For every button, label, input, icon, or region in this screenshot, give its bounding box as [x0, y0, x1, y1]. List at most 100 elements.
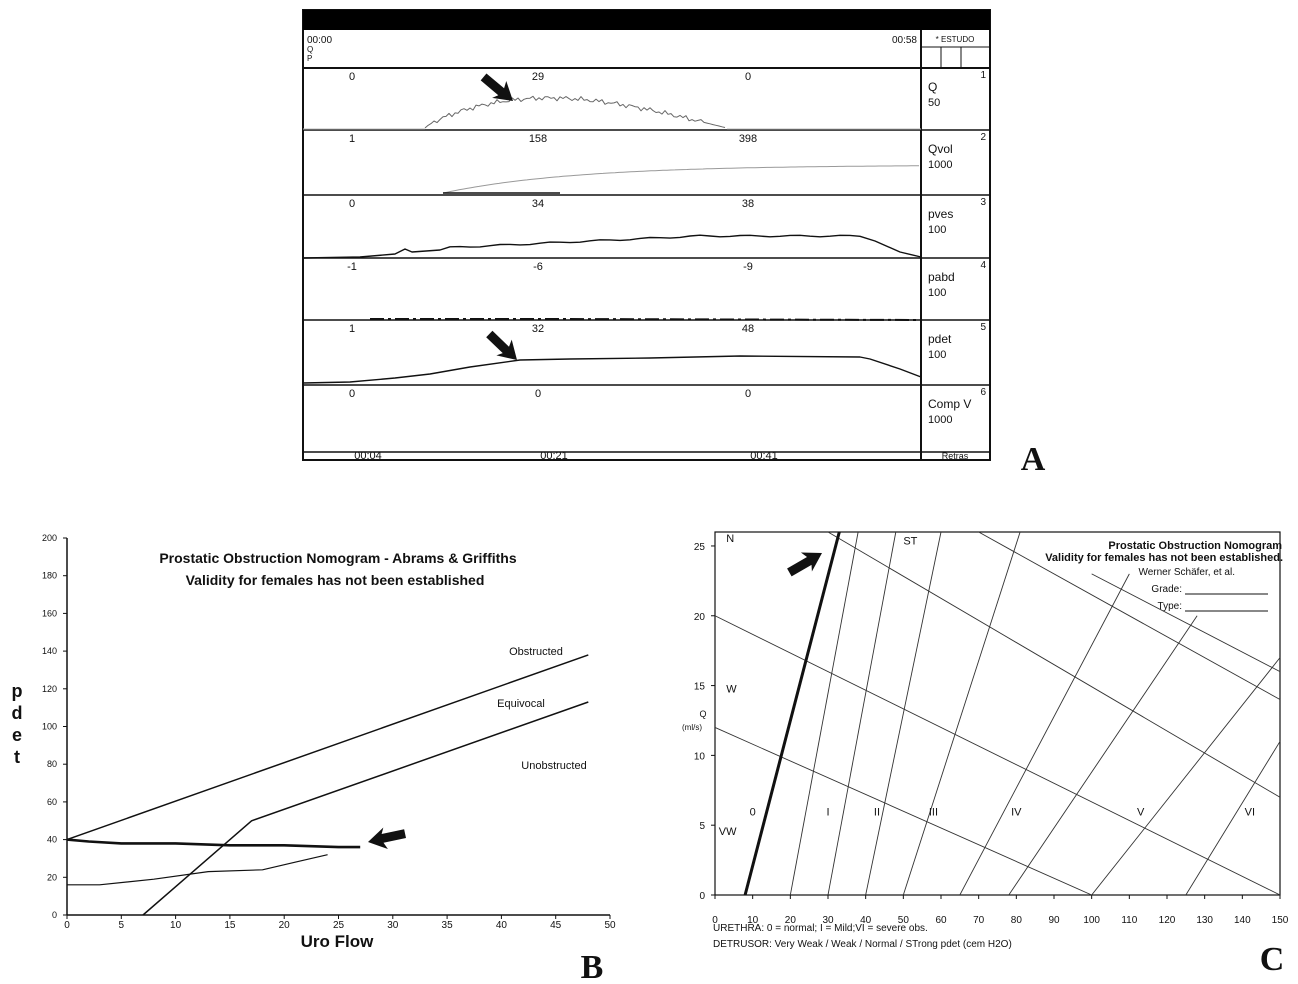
time-label-1: 00:21: [540, 450, 568, 462]
c-x-tick-label-0: 0: [712, 915, 718, 926]
b-xlabel: Uro Flow: [301, 932, 374, 951]
b-boundary-0: [66, 654, 589, 841]
b-y-tick-label-3: 60: [47, 797, 57, 807]
b-series-1: [67, 854, 328, 886]
b-y-tick-label-2: 40: [47, 835, 57, 845]
trace-q: [424, 95, 726, 129]
channel-0-scale: 50: [928, 97, 940, 109]
arrow-peak-flow: [480, 73, 513, 101]
b-subtitle: Validity for females has not been establ…: [186, 572, 485, 588]
c-x-tick-label-3: 30: [822, 915, 834, 926]
c-grid-line-8: [902, 531, 1021, 896]
c-x-tick-label-5: 50: [898, 915, 910, 926]
c-title: Prostatic Obstruction Nomogram: [1108, 540, 1282, 552]
b-series-0: [66, 838, 361, 849]
channel-2-reading-1: 34: [532, 198, 544, 210]
tracing-titlebar: [303, 10, 990, 30]
tracing-footer-side-label: Retras: [942, 451, 969, 461]
b-ylabel-2: e: [12, 725, 22, 745]
b-x-tick-label-6: 30: [387, 920, 399, 931]
c-y-tick-label-0: 0: [699, 891, 705, 902]
c-arrow-shape: [787, 552, 822, 577]
arrow-pdet: [486, 330, 517, 360]
c-grade-3: III: [929, 806, 938, 818]
c-x-tick-label-4: 40: [860, 915, 872, 926]
b-ylabel-0: p: [12, 681, 23, 701]
c-footer-detrusor: DETRUSOR: Very Weak / Weak / Normal / ST…: [713, 939, 1012, 950]
channel-3-scale: 100: [928, 287, 946, 299]
time-label-2: 00:41: [750, 450, 778, 462]
c-y-tick-label-3: 15: [694, 682, 706, 693]
b-y-tick-label-0: 0: [52, 910, 57, 920]
channel-1-index: 2: [980, 132, 986, 143]
trace-qvol: [442, 165, 919, 194]
b-x-tick-label-5: 25: [333, 920, 345, 931]
b-x-tick-label-2: 10: [170, 920, 182, 931]
channel-1-reading-2: 398: [739, 133, 757, 145]
channel-4-name: pdet: [928, 332, 952, 346]
b-boundary-1: [142, 701, 589, 916]
b-region-2: Unobstructed: [521, 760, 586, 772]
channel-5-name: Comp V: [928, 397, 971, 411]
b-x-tick-label-3: 15: [224, 920, 236, 931]
b-arrow-shape: [368, 827, 407, 850]
panel-letter-A: A: [1021, 441, 1046, 478]
c-x-tick-label-1: 10: [747, 915, 759, 926]
time-label-0: 00:04: [354, 450, 382, 462]
b-y-tick-label-8: 160: [42, 608, 57, 618]
b-y-tick-label-10: 200: [42, 533, 57, 543]
b-title: Prostatic Obstruction Nomogram - Abrams …: [159, 550, 517, 566]
channel-5-index: 6: [980, 387, 986, 398]
b-ylabel-1: d: [12, 703, 23, 723]
c-grid-line-3: [978, 531, 1281, 700]
c-grid-line-11: [1091, 657, 1281, 896]
channel-5-scale: 1000: [928, 414, 952, 426]
b-y-tick-label-1: 20: [47, 872, 57, 882]
trace-pves: [302, 234, 922, 259]
c-y-tick-label-5: 25: [694, 542, 706, 553]
c-y-tick-label-2: 10: [694, 751, 706, 762]
channel-3-name: pabd: [928, 270, 955, 284]
channel-5-reading-0: 0: [349, 388, 355, 400]
c-contractility-3: ST: [903, 536, 917, 548]
c-subtitle: Validity for females has not been establ…: [1045, 552, 1283, 564]
c-grid-line-5: [789, 531, 859, 896]
c-y-tick-label-4: 20: [694, 612, 706, 623]
b-y-tick-label-9: 180: [42, 571, 57, 581]
c-x-tick-label-15: 150: [1272, 915, 1289, 926]
channel-1-reading-1: 158: [529, 133, 547, 145]
b-x-tick-label-1: 5: [119, 920, 125, 931]
c-grid-line-6: [827, 531, 897, 896]
c-grid-line-12: [1185, 741, 1281, 896]
c-x-tick-label-12: 120: [1159, 915, 1176, 926]
channel-3-index: 4: [980, 260, 986, 271]
arrow-pdet-shape: [486, 330, 517, 360]
channel-0-name: Q: [928, 80, 937, 94]
channel-2-index: 3: [980, 197, 986, 208]
channel-0-reading-0: 0: [349, 71, 355, 83]
c-grade-4: IV: [1011, 806, 1022, 818]
tracing-left-tag-q: Q: [307, 45, 313, 54]
c-y-tick-label-1: 5: [699, 821, 705, 832]
c-grade-2: II: [874, 806, 880, 818]
panel-letter-C: C: [1260, 941, 1285, 978]
b-arrow: [368, 827, 407, 850]
c-grid-line-9: [959, 573, 1130, 896]
b-region-1: Equivocal: [497, 698, 545, 710]
channel-4-scale: 100: [928, 349, 946, 361]
c-series-0: [743, 531, 841, 896]
trace-pabd: [370, 318, 922, 321]
c-frame: [714, 531, 1281, 896]
c-x-tick-label-6: 60: [935, 915, 947, 926]
c-x-tick-label-8: 80: [1011, 915, 1023, 926]
c-grid-line-0: [714, 615, 1281, 896]
tracing-left-tag-p: P: [307, 54, 312, 63]
b-x-tick-label-7: 35: [442, 920, 454, 931]
c-grid-line-1: [714, 727, 1092, 896]
channel-4-reading-2: 48: [742, 323, 754, 335]
channel-1-reading-0: 1: [349, 133, 355, 145]
channel-4-reading-0: 1: [349, 323, 355, 335]
b-ylabel-3: t: [14, 747, 20, 767]
c-ylabel-unit: (ml/s): [682, 723, 702, 732]
